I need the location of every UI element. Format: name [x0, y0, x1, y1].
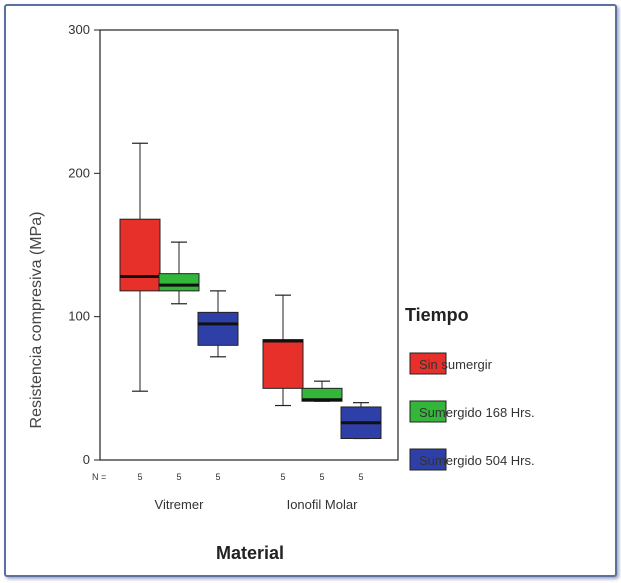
- y-tick-label: 0: [83, 452, 90, 467]
- n-count-label: 5: [280, 472, 285, 482]
- category-label: Ionofil Molar: [287, 497, 358, 512]
- box-sumergido-168-hrs--vitremer: [158, 241, 200, 305]
- legend-item: Sumergido 168 Hrs.: [409, 400, 535, 423]
- box-sin-sumergir-vitremer: [119, 142, 161, 392]
- n-count-label: 5: [358, 472, 363, 482]
- legend-swatch: [409, 448, 447, 471]
- legend-title: Tiempo: [405, 305, 469, 325]
- n-count-label: 5: [137, 472, 142, 482]
- legend-item: Sin sumergir: [409, 352, 493, 375]
- n-count-label: 5: [215, 472, 220, 482]
- iqr-box: [158, 273, 200, 292]
- n-label: N =: [92, 472, 106, 482]
- iqr-box: [262, 339, 304, 389]
- y-tick-label: 300: [68, 22, 90, 37]
- legend-item: Sumergido 504 Hrs.: [409, 448, 535, 471]
- iqr-box: [119, 218, 161, 292]
- legend-label: Sumergido 168 Hrs.: [419, 405, 535, 420]
- n-count-label: 5: [176, 472, 181, 482]
- y-tick-label: 100: [68, 309, 90, 324]
- legend-swatch: [409, 400, 447, 423]
- box-sin-sumergir-ionofil-molar: [262, 294, 304, 407]
- plot-area-border: [99, 29, 399, 461]
- y-axis-label: Resistencia compresiva (MPa): [28, 212, 45, 429]
- box-sumergido-168-hrs--ionofil-molar: [301, 380, 343, 402]
- n-count-label: 5: [319, 472, 324, 482]
- box-sumergido-504-hrs--vitremer: [197, 290, 239, 358]
- chart-frame: [4, 4, 617, 577]
- box-sumergido-504-hrs--ionofil-molar: [340, 402, 382, 440]
- legend-label: Sumergido 504 Hrs.: [419, 453, 535, 468]
- x-axis-label: Material: [216, 543, 284, 563]
- legend-swatch: [409, 352, 447, 375]
- y-tick-label: 200: [68, 165, 90, 180]
- iqr-box: [197, 311, 239, 346]
- legend-label: Sin sumergir: [419, 357, 493, 372]
- category-label: Vitremer: [155, 497, 205, 512]
